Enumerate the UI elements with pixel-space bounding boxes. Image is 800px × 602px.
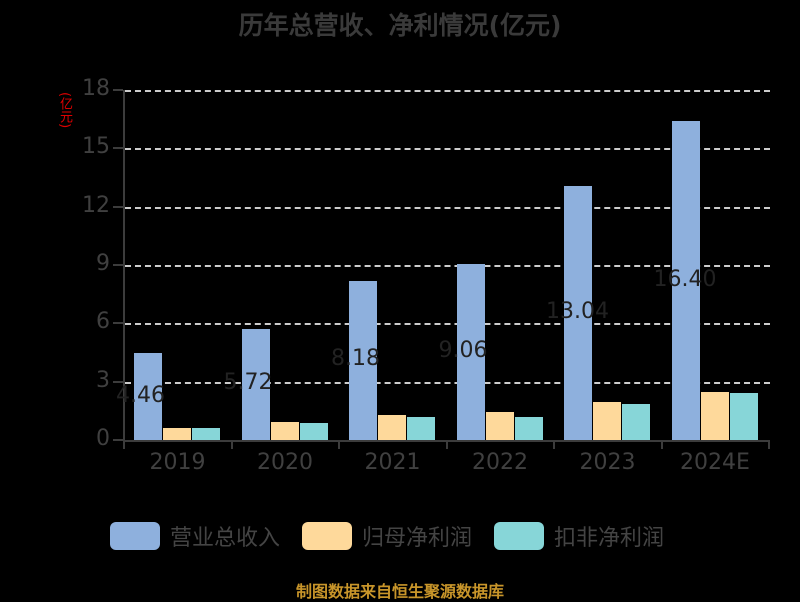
x-tick-label: 2022 bbox=[472, 450, 528, 475]
x-tick-label: 2021 bbox=[364, 450, 421, 475]
y-axis-unit-label: (亿元) bbox=[57, 92, 72, 129]
x-tick-mark bbox=[123, 440, 125, 449]
y-tick-label: 3 bbox=[96, 367, 110, 393]
bar-revenue bbox=[456, 263, 485, 440]
y-tick-mark bbox=[113, 264, 123, 266]
legend-swatch-revenue bbox=[110, 522, 160, 550]
bar-value-label: 4.46 bbox=[116, 382, 165, 408]
bar-value-label: 8.18 bbox=[331, 346, 380, 372]
legend-item-net-profit[interactable]: 归母净利润 bbox=[302, 520, 472, 552]
legend-label-deducted-net-profit: 扣非净利润 bbox=[554, 526, 665, 551]
bar-net-profit bbox=[593, 402, 621, 440]
y-tick-label: 6 bbox=[96, 309, 110, 335]
bar-revenue bbox=[134, 353, 162, 440]
legend-label-net-profit: 归母净利润 bbox=[362, 526, 473, 551]
bar-value-label: 5.72 bbox=[223, 370, 273, 396]
y-tick-label: 18 bbox=[82, 76, 110, 101]
y-tick-label: 0 bbox=[96, 426, 110, 451]
y-tick-label: 12 bbox=[82, 192, 110, 218]
gridline bbox=[125, 206, 770, 209]
x-tick-label: 2019 bbox=[149, 450, 206, 475]
y-tick-mark bbox=[113, 322, 123, 325]
bar-deducted-net-profit bbox=[622, 404, 650, 440]
bar-deducted-net-profit bbox=[192, 427, 220, 440]
gridline bbox=[125, 323, 770, 326]
y-tick-label: 15 bbox=[82, 134, 110, 160]
bar-deducted-net-profit bbox=[514, 417, 543, 440]
bar-value-label: 13.04 bbox=[546, 299, 609, 325]
bar-net-profit bbox=[700, 391, 729, 440]
bar-value-label: 9.06 bbox=[438, 337, 488, 363]
bar-value-label: 16.40 bbox=[653, 266, 717, 292]
bar-net-profit bbox=[485, 412, 514, 440]
legend-item-deducted-net-profit[interactable]: 扣非净利润 bbox=[494, 520, 664, 552]
y-tick-label: 9 bbox=[96, 251, 110, 276]
legend-label-revenue: 营业总收入 bbox=[170, 526, 281, 551]
y-tick-mark bbox=[113, 89, 123, 91]
x-tick-label: 2020 bbox=[257, 450, 313, 475]
legend-swatch-net-profit bbox=[302, 522, 353, 550]
gridline bbox=[125, 265, 770, 267]
y-tick-mark bbox=[113, 205, 123, 208]
bar-revenue bbox=[241, 328, 270, 440]
gridline bbox=[125, 90, 770, 92]
bar-net-profit bbox=[163, 427, 191, 440]
bar-deducted-net-profit bbox=[407, 417, 435, 440]
y-tick-mark bbox=[113, 147, 123, 150]
bar-revenue bbox=[671, 121, 700, 440]
legend: 营业总收入 归母净利润 扣非净利润 bbox=[110, 520, 686, 552]
x-tick-label: 2023 bbox=[579, 450, 636, 475]
x-tick-mark bbox=[553, 440, 555, 449]
x-tick-mark bbox=[230, 440, 233, 449]
bar-net-profit bbox=[378, 414, 406, 440]
bar-revenue bbox=[564, 186, 592, 440]
x-tick-mark bbox=[338, 440, 340, 449]
legend-item-revenue[interactable]: 营业总收入 bbox=[110, 520, 280, 552]
y-axis-line bbox=[123, 90, 125, 442]
bar-deducted-net-profit bbox=[729, 392, 758, 440]
y-tick-mark bbox=[113, 439, 123, 441]
bar-net-profit bbox=[270, 421, 299, 440]
bar-revenue bbox=[349, 280, 377, 440]
x-tick-mark bbox=[660, 440, 663, 449]
bar-deducted-net-profit bbox=[299, 423, 328, 440]
x-tick-label: 2024E bbox=[680, 450, 750, 475]
gridline bbox=[125, 381, 770, 384]
legend-swatch-deducted-net-profit bbox=[494, 522, 545, 550]
source-footer: 制图数据来自恒生聚源数据库 bbox=[295, 582, 504, 601]
y-tick-mark bbox=[113, 380, 123, 383]
chart-title: 历年总营收、净利情况(亿元) bbox=[238, 11, 562, 40]
gridline bbox=[125, 148, 770, 151]
x-tick-mark bbox=[445, 440, 448, 449]
x-tick-mark bbox=[768, 440, 770, 449]
